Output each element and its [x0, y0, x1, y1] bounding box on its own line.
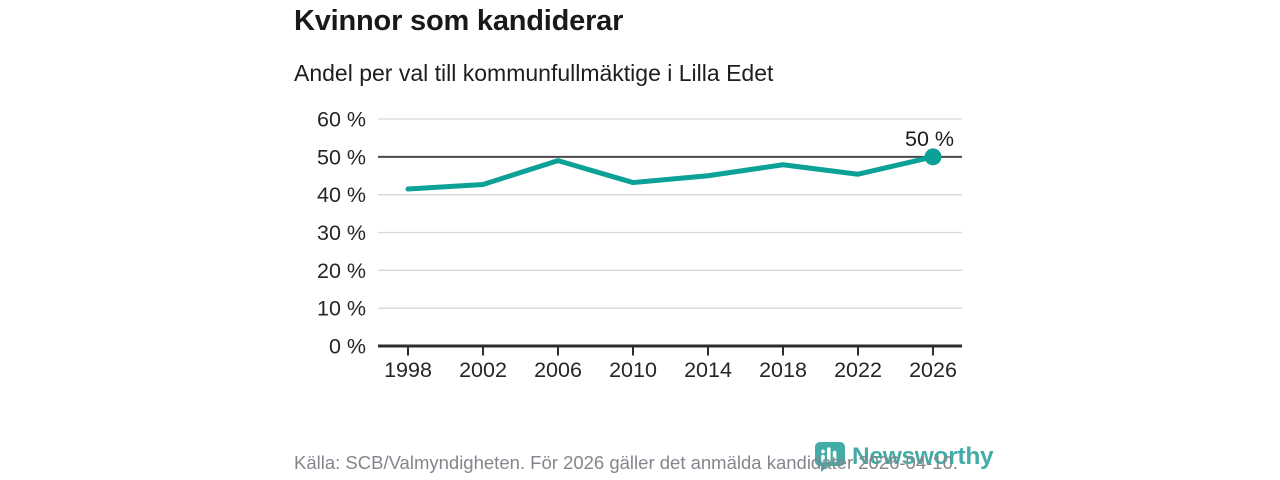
y-axis-label: 30 %	[317, 221, 366, 245]
newsworthy-icon	[815, 442, 845, 472]
x-axis-label: 2026	[909, 358, 957, 382]
chart-title: Kvinnor som kandiderar	[294, 5, 624, 37]
chart-subtitle: Andel per val till kommunfullmäktige i L…	[294, 60, 774, 86]
x-axis-label: 2014	[684, 358, 732, 382]
x-axis-label: 2002	[459, 358, 507, 382]
y-axis-label: 60 %	[317, 108, 366, 132]
newsworthy-wordmark: Newsworthy	[852, 443, 994, 470]
end-point-dot	[924, 148, 942, 166]
x-axis-label: 2010	[609, 358, 657, 382]
data-line	[405, 154, 936, 192]
x-axis-label: 2022	[834, 358, 882, 382]
x-axis-label: 1998	[384, 358, 432, 382]
y-axis-label: 0 %	[329, 335, 366, 359]
source-note: Källa: SCB/Valmyndigheten. För 2026 gäll…	[294, 452, 959, 473]
bar-chart-dot	[821, 449, 825, 454]
y-axis-label: 50 %	[317, 145, 366, 169]
y-axis-label: 40 %	[317, 183, 366, 207]
x-axis-label: 2018	[759, 358, 807, 382]
y-axis-label: 20 %	[317, 259, 366, 283]
newsworthy-logo[interactable]: Newsworthy	[814, 441, 994, 473]
end-point-label: 50 %	[905, 127, 954, 151]
y-axis-label: 10 %	[317, 297, 366, 321]
x-axis-label: 2006	[534, 358, 582, 382]
